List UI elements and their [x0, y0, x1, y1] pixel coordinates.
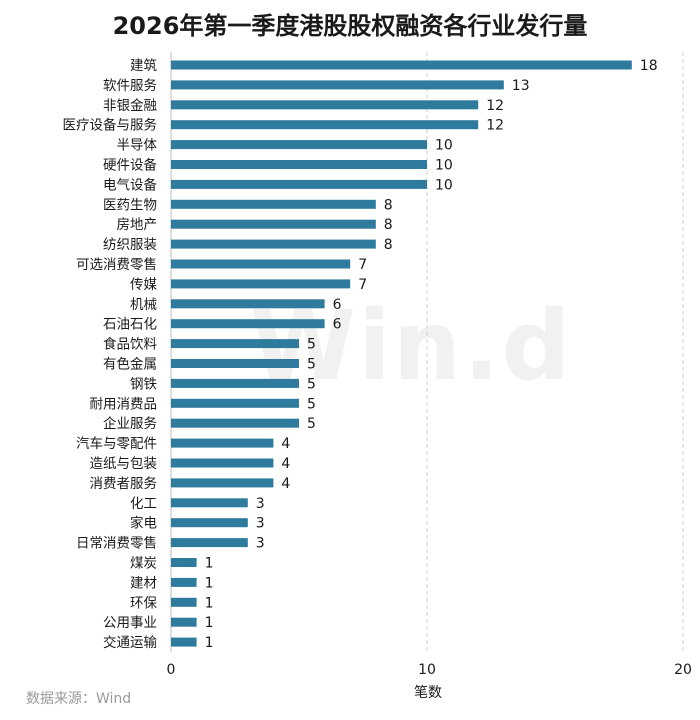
value-label: 6: [333, 317, 342, 333]
category-label: 软件服务: [103, 78, 157, 94]
value-label: 13: [512, 78, 530, 94]
bar: [171, 418, 299, 428]
category-label: 有色金属: [103, 356, 157, 373]
bar: [171, 120, 479, 130]
bar: [171, 259, 351, 269]
bar: [171, 199, 376, 209]
bar: [171, 339, 299, 349]
bar: [171, 577, 197, 587]
category-label: 可选消费零售: [76, 257, 157, 273]
bar: [171, 219, 376, 229]
value-label: 3: [256, 516, 265, 532]
bar: [171, 558, 197, 567]
bar: [171, 140, 427, 150]
value-label: 8: [384, 217, 393, 233]
category-label: 交通运输: [103, 634, 157, 651]
value-label: 8: [384, 237, 393, 253]
category-label: 纺织服装: [103, 237, 157, 253]
bar: [171, 80, 504, 90]
category-label: 机械: [130, 297, 157, 313]
category-label: 汽车与零配件: [76, 435, 157, 452]
category-label: 医药生物: [103, 197, 157, 213]
bar: [171, 160, 427, 169]
bar: [171, 597, 197, 607]
value-label: 10: [435, 177, 453, 193]
category-label: 环保: [130, 595, 157, 611]
value-label: 8: [384, 197, 393, 213]
value-label: 12: [486, 118, 504, 134]
category-label: 非银金融: [103, 98, 157, 114]
value-label: 3: [256, 496, 265, 512]
bar: [171, 458, 274, 468]
value-label: 7: [358, 277, 367, 293]
x-tick-label: 20: [674, 662, 692, 678]
category-label: 耐用消费品: [90, 396, 158, 412]
value-label: 5: [307, 337, 316, 353]
category-label: 房地产: [117, 217, 158, 233]
category-label: 硬件设备: [103, 157, 157, 174]
value-label: 10: [435, 158, 453, 174]
value-label: 1: [205, 635, 214, 651]
value-label: 5: [307, 376, 316, 392]
bar: [171, 299, 325, 309]
category-label: 石油石化: [103, 317, 157, 333]
x-tick-label: 0: [167, 662, 176, 678]
category-label: 煤炭: [130, 556, 157, 572]
bar: [171, 319, 325, 329]
bar: [171, 438, 274, 448]
value-label: 4: [281, 456, 290, 472]
source-note: 数据来源：Wind: [26, 691, 132, 707]
bar: [171, 518, 248, 528]
wind-watermark: Win.d: [250, 290, 573, 402]
value-label: 12: [486, 98, 504, 114]
value-label: 5: [307, 396, 316, 412]
value-label: 1: [205, 615, 214, 631]
category-label: 食品饮料: [103, 336, 157, 353]
value-label: 5: [307, 357, 316, 373]
value-label: 10: [435, 138, 453, 154]
value-label: 1: [205, 556, 214, 572]
bar: [171, 478, 274, 488]
category-label: 企业服务: [103, 415, 157, 432]
bar: [171, 239, 376, 249]
category-label: 建筑: [130, 58, 157, 74]
category-label: 电气设备: [103, 176, 157, 193]
category-label: 消费者服务: [90, 476, 158, 492]
bar: [171, 179, 427, 189]
value-label: 5: [307, 416, 316, 432]
category-label: 医疗设备与服务: [63, 117, 158, 134]
bar: [171, 100, 479, 110]
category-label: 传媒: [130, 277, 157, 293]
bar: [171, 378, 299, 388]
category-label: 化工: [130, 496, 157, 512]
value-label: 1: [205, 595, 214, 611]
bar: [171, 279, 351, 289]
category-label: 钢铁: [130, 376, 157, 392]
value-label: 7: [358, 257, 367, 273]
category-label: 造纸与包装: [90, 456, 158, 472]
category-label: 半导体: [117, 138, 158, 154]
category-label: 家电: [130, 515, 157, 532]
value-label: 6: [333, 297, 342, 313]
chart-title: 2026年第一季度港股股权融资各行业发行量: [112, 12, 588, 40]
x-axis-title: 笔数: [414, 685, 442, 701]
bar: [171, 60, 632, 70]
category-label: 建材: [130, 575, 157, 591]
bar: [171, 398, 299, 408]
category-label: 日常消费零售: [76, 536, 157, 552]
bar: [171, 637, 197, 647]
value-label: 18: [640, 58, 658, 74]
value-label: 1: [205, 575, 214, 591]
bar: [171, 617, 197, 627]
value-label: 4: [281, 436, 290, 452]
value-label: 3: [256, 536, 265, 552]
value-label: 4: [281, 476, 290, 492]
bar: [171, 498, 248, 508]
category-label: 公用事业: [103, 615, 157, 631]
bar: [171, 538, 248, 548]
x-tick-label: 10: [418, 662, 436, 678]
bar: [171, 359, 299, 368]
